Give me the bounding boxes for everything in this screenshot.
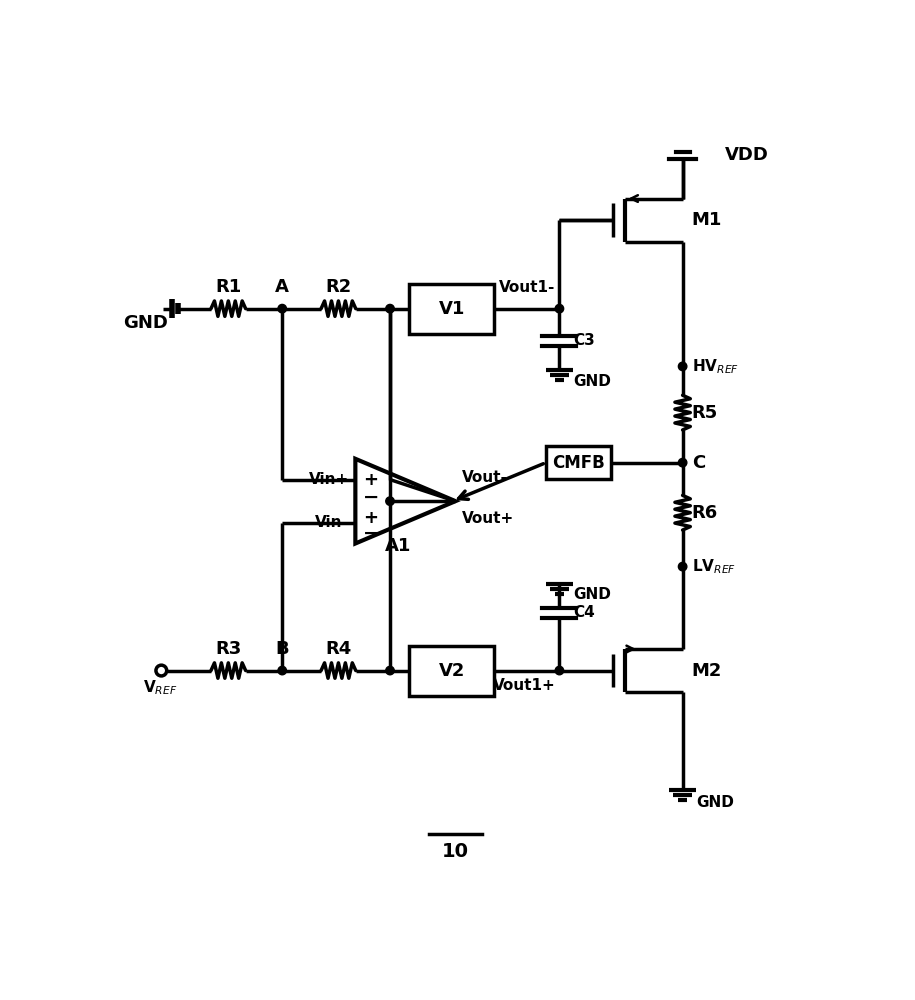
Circle shape (386, 497, 394, 505)
Circle shape (555, 304, 564, 313)
Text: A1: A1 (384, 537, 411, 555)
Text: R1: R1 (215, 278, 242, 296)
Text: 10: 10 (442, 842, 469, 861)
Text: HV$_{REF}$: HV$_{REF}$ (692, 357, 739, 376)
Text: V1: V1 (438, 300, 465, 318)
Circle shape (278, 666, 286, 675)
Text: Vout1+: Vout1+ (493, 678, 555, 693)
Text: C: C (692, 454, 705, 472)
Text: A: A (275, 278, 289, 296)
Text: B: B (275, 640, 289, 658)
Text: GND: GND (123, 314, 167, 332)
Circle shape (386, 666, 394, 675)
Text: Vin-: Vin- (316, 515, 350, 530)
Circle shape (678, 362, 687, 371)
Text: −: − (363, 524, 380, 543)
Text: VDD: VDD (725, 146, 769, 164)
Text: R6: R6 (692, 504, 718, 522)
Text: GND: GND (574, 374, 611, 389)
Text: LV$_{REF}$: LV$_{REF}$ (692, 557, 736, 576)
Bar (409, 646, 494, 696)
Circle shape (278, 304, 286, 313)
Circle shape (678, 458, 687, 467)
Circle shape (386, 304, 394, 313)
Text: R4: R4 (326, 640, 351, 658)
Text: C4: C4 (574, 605, 595, 620)
Text: V2: V2 (438, 662, 465, 680)
Circle shape (678, 562, 687, 571)
Text: R3: R3 (215, 640, 242, 658)
Text: R5: R5 (692, 404, 718, 422)
Text: GND: GND (574, 587, 611, 602)
Text: Vout+: Vout+ (462, 511, 514, 526)
Text: GND: GND (696, 795, 735, 810)
Text: +: + (363, 471, 378, 489)
Text: CMFB: CMFB (553, 454, 605, 472)
Bar (409, 284, 494, 334)
Text: R2: R2 (326, 278, 351, 296)
Text: Vout1-: Vout1- (500, 280, 555, 295)
Text: M2: M2 (692, 662, 722, 680)
Text: C3: C3 (574, 333, 595, 348)
Text: −: − (363, 488, 380, 507)
Text: +: + (363, 509, 378, 527)
Text: Vin+: Vin+ (309, 472, 350, 487)
Text: M1: M1 (692, 211, 722, 229)
Circle shape (555, 666, 564, 675)
Text: V$_{REF}$: V$_{REF}$ (143, 678, 177, 697)
Text: Vout-: Vout- (462, 470, 508, 485)
Bar (546, 446, 611, 479)
